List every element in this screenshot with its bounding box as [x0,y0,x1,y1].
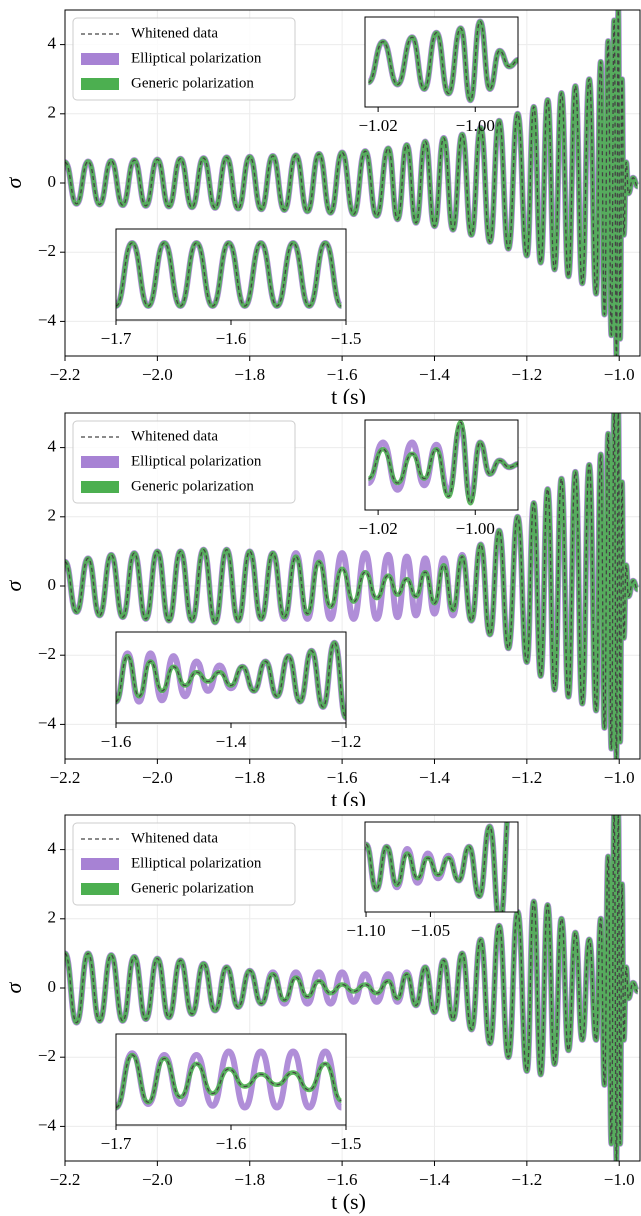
x-axis-label: t (s) [331,1189,366,1214]
x-tick-label: −1.4 [419,1170,450,1189]
waveform-line [65,413,638,759]
y-tick-label: 2 [48,908,57,927]
legend-box [72,420,296,504]
inset-x-tick-label: −1.7 [101,329,132,348]
y-tick-label: 4 [48,839,57,858]
legend-label: Whitened data [131,830,218,846]
legend-swatch [81,456,119,468]
y-axis-label: σ [1,579,26,591]
inset-waveform [116,1054,342,1109]
x-tick-label: −1.6 [327,1170,358,1189]
legend-swatch [81,883,119,895]
legend-swatch [81,53,119,65]
x-tick-label: −2.2 [50,365,81,384]
legend-label: Elliptical polarization [131,855,262,871]
inset-x-tick-label: −1.6 [216,329,247,348]
x-tick-label: −1.4 [419,365,450,384]
y-tick-label: 0 [48,575,57,594]
legend-box [72,822,296,906]
x-tick-label: −1.6 [327,365,358,384]
axes-frame [64,9,641,357]
legend-label: Generic polarization [131,880,254,896]
legend-swatch [81,78,119,90]
legend-swatch [81,481,119,493]
x-tick-label: −1.0 [604,365,635,384]
inset-x-tick-label: −1.10 [346,921,385,940]
legend-label: Whitened data [131,25,218,41]
inset-frame [364,821,519,913]
inset-background [116,632,346,723]
inset-x-tick-label: −1.05 [411,921,450,940]
y-tick-label: 4 [48,34,57,53]
y-tick-label: −4 [38,310,57,329]
x-tick-label: −2.0 [142,1170,173,1189]
inset-x-tick-label: −1.5 [331,1134,362,1153]
inset-frame [364,16,519,108]
y-tick-label: 0 [48,977,57,996]
x-tick-label: −1.6 [327,768,358,787]
y-tick-label: −4 [38,713,57,732]
y-tick-label: 0 [48,172,57,191]
inset-frame [364,419,519,511]
x-tick-label: −1.4 [419,768,450,787]
axes-frame [64,412,641,760]
x-tick-label: −2.2 [50,768,81,787]
x-tick-label: −1.0 [604,768,635,787]
y-axis-label: σ [1,981,26,993]
waveform-line [65,815,638,1161]
x-tick-label: −1.8 [234,365,265,384]
inset-waveform [116,642,346,719]
inset-x-tick-label: −1.02 [358,116,397,135]
y-tick-label: 2 [48,506,57,525]
inset-x-tick-label: −1.2 [331,732,362,751]
x-tick-label: −2.0 [142,768,173,787]
inset-x-tick-label: −1.02 [358,519,397,538]
legend-box [72,17,296,101]
inset-x-tick-label: −1.6 [216,1134,247,1153]
x-tick-label: −2.0 [142,365,173,384]
inset-x-tick-label: −1.7 [101,1134,132,1153]
inset-waveform [368,421,518,504]
y-tick-label: −2 [38,1046,56,1065]
legend-label: Generic polarization [131,75,254,91]
y-tick-label: −4 [38,1115,57,1134]
y-tick-label: 4 [48,437,57,456]
legend-swatch [81,858,119,870]
x-tick-label: −1.2 [511,365,542,384]
inset-waveform [368,20,518,101]
inset-background [116,1034,346,1125]
inset-x-tick-label: −1.00 [456,519,495,538]
inset-x-tick-label: −1.00 [456,116,495,135]
legend-label: Elliptical polarization [131,50,262,66]
x-tick-label: −2.2 [50,1170,81,1189]
axes-frame [64,814,641,1162]
y-tick-label: −2 [38,644,56,663]
waveform-line [65,10,638,356]
y-axis-label: σ [1,176,26,188]
legend-label: Generic polarization [131,478,254,494]
x-tick-label: −1.8 [234,768,265,787]
x-tick-label: −1.8 [234,1170,265,1189]
legend-label: Whitened data [131,428,218,444]
x-tick-label: −1.2 [511,768,542,787]
panel: −2.2 −2.0 −1.8 −1.6 −1.4 −1.2 −1.0 −4 −2 0 2 4 t (s)… [0,806,641,1214]
x-tick-label: −1.0 [604,1170,635,1189]
y-tick-label: 2 [48,103,57,122]
x-tick-label: −1.2 [511,1170,542,1189]
inset-waveform [365,822,508,912]
inset-x-tick-label: −1.5 [331,329,362,348]
inset-waveform [116,242,343,307]
legend-label: Elliptical polarization [131,453,262,469]
inset-x-tick-label: −1.6 [101,732,132,751]
y-tick-label: −2 [38,241,56,260]
inset-x-tick-label: −1.4 [216,732,247,751]
